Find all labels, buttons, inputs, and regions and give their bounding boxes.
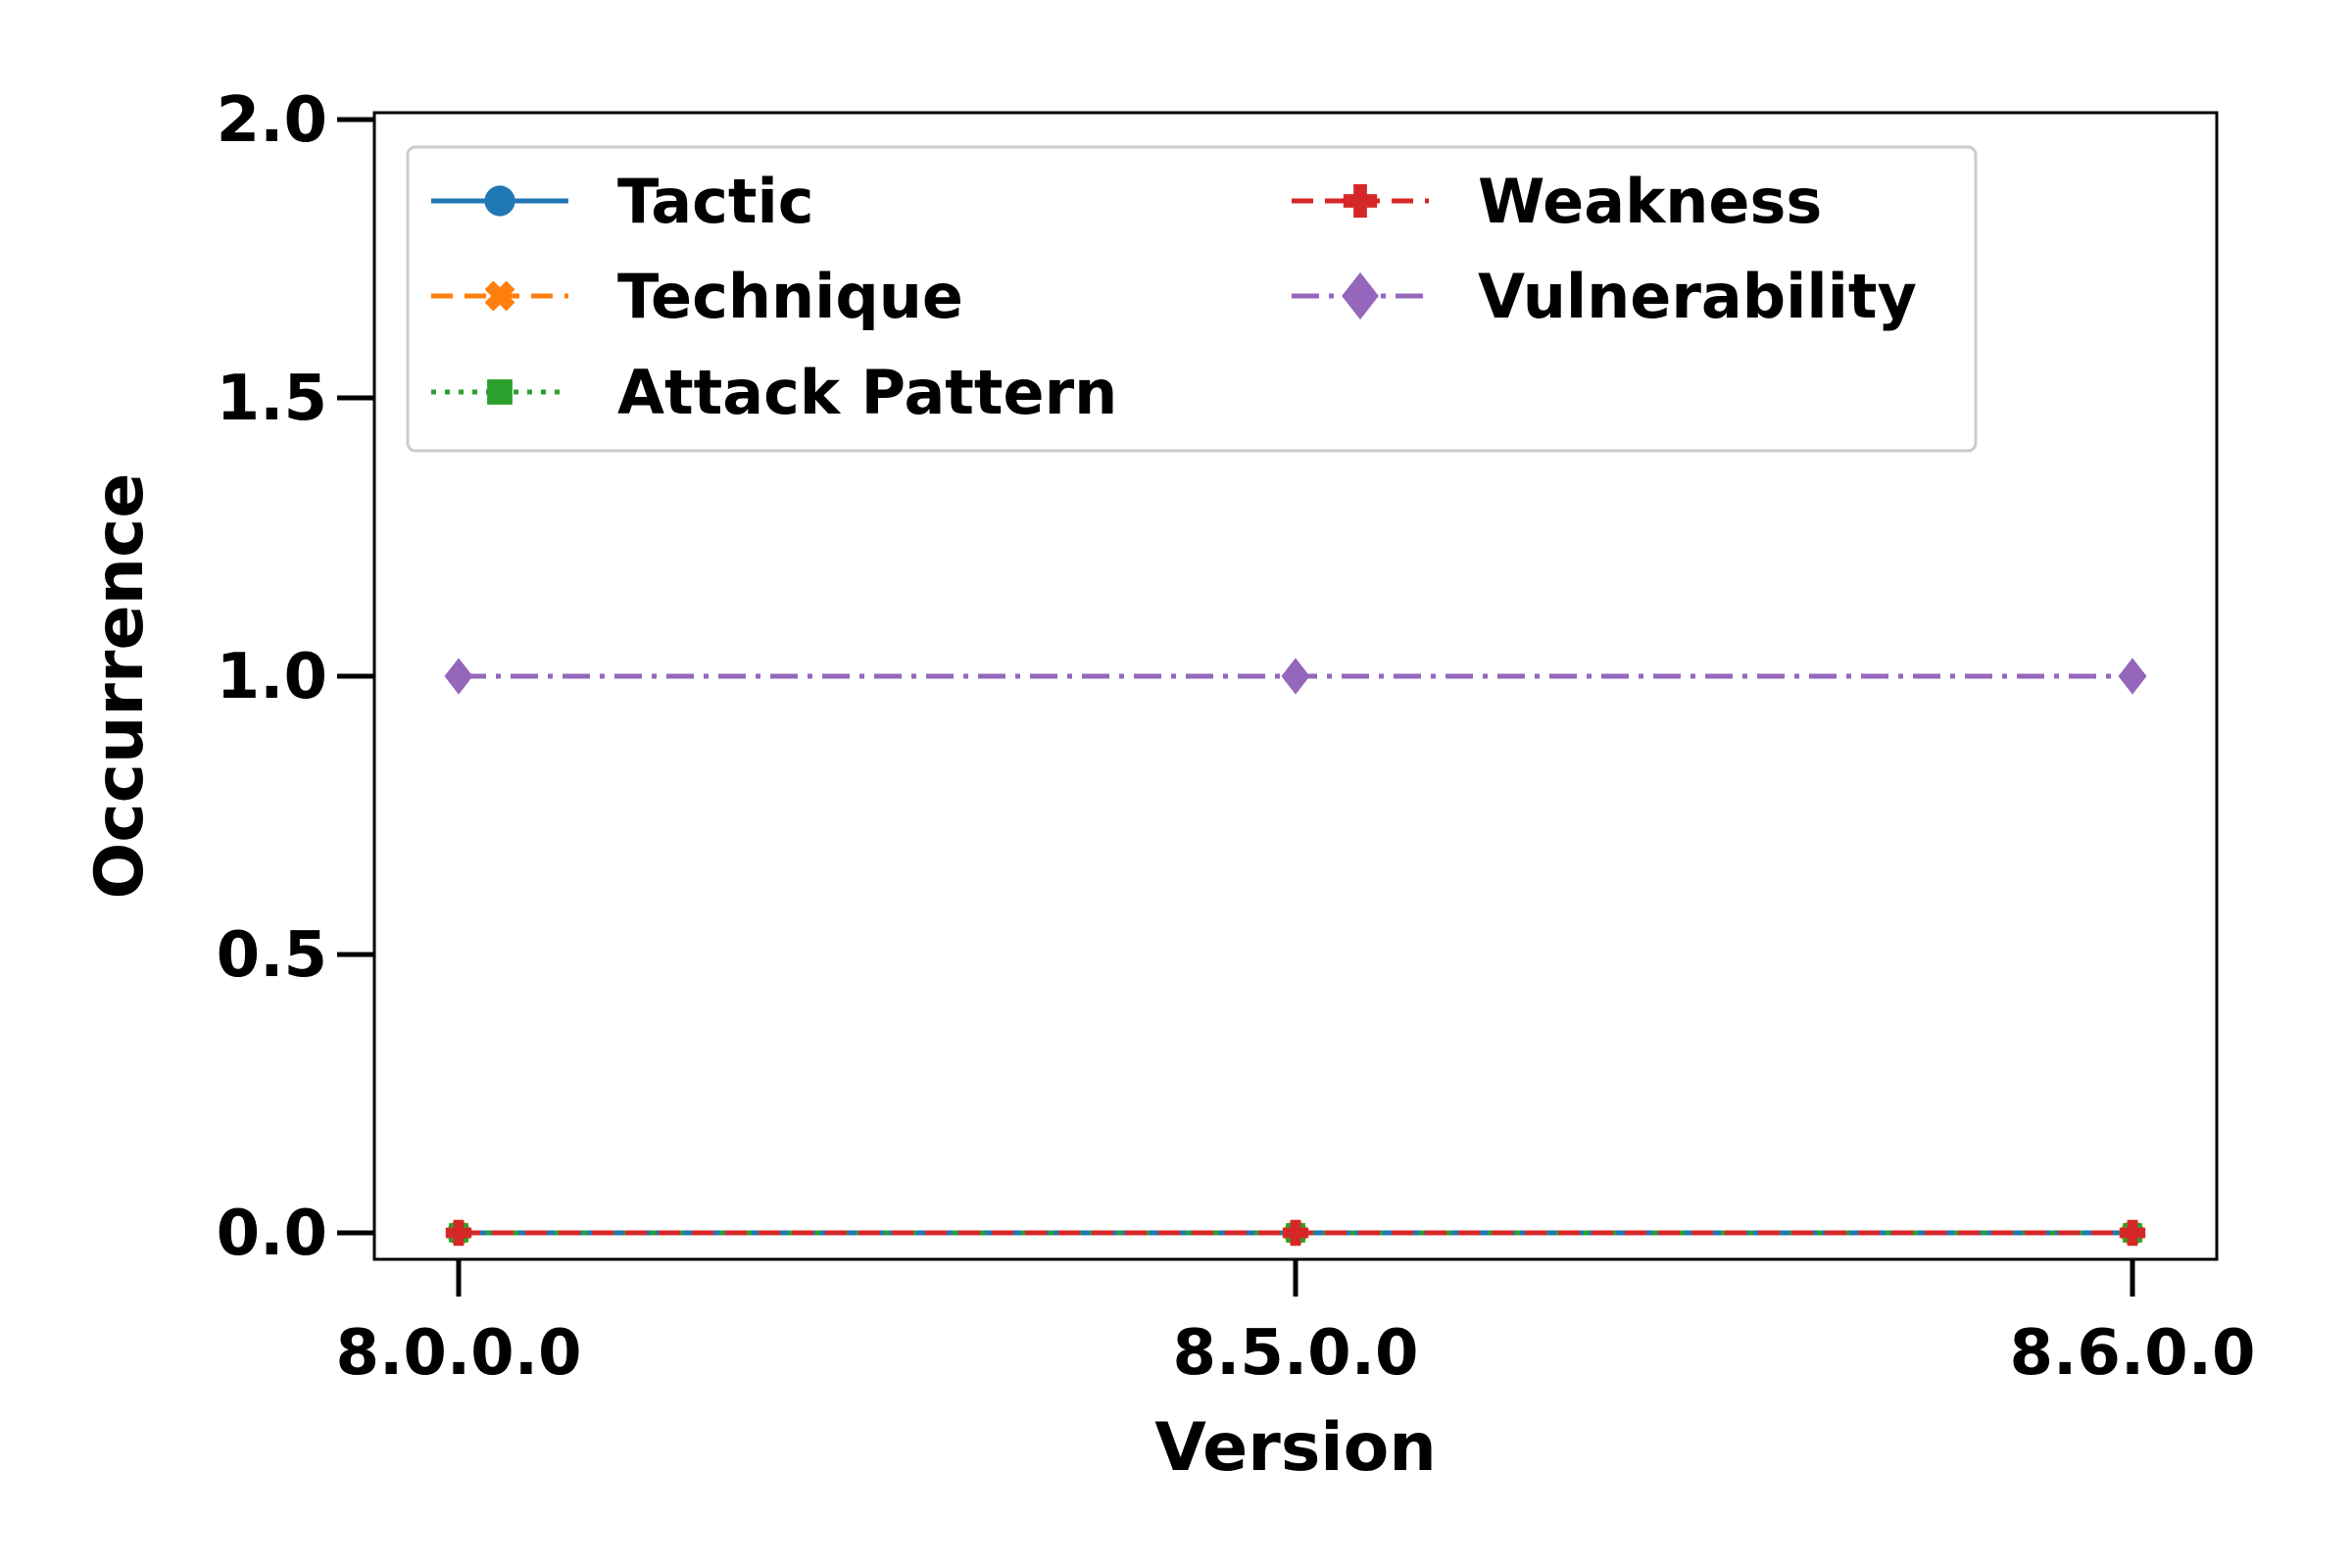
- y-tick-label: 1.0: [217, 641, 327, 713]
- x-tick-label: 8.5.0.0: [1172, 1317, 1418, 1390]
- legend-label: Attack Pattern: [617, 357, 1117, 428]
- legend-item: Vulnerability: [1292, 261, 1917, 332]
- diamond-marker: [1281, 658, 1310, 695]
- legend-item: Tactic: [431, 166, 814, 237]
- x-marker: [484, 280, 515, 312]
- circle-marker: [484, 185, 515, 217]
- series-layer: [444, 658, 2147, 1247]
- square-marker: [487, 379, 513, 405]
- legend-item: Weakness: [1292, 166, 1822, 237]
- y-tick-label: 2.0: [217, 84, 327, 157]
- legend-label: Tactic: [617, 166, 814, 237]
- legend: Tactic Technique Attack Pattern Weakness Vul…: [406, 145, 1978, 453]
- y-tick-label: 1.5: [217, 363, 327, 435]
- y-tick-label: 0.5: [217, 919, 327, 992]
- plus-marker: [1343, 183, 1378, 219]
- x-axis: 8.0.0.0 8.5.0.0 8.6.0.0: [335, 1259, 2256, 1390]
- legend-item: Attack Pattern: [431, 357, 1117, 428]
- plus-marker: [445, 1219, 472, 1247]
- y-axis: 0.0 0.5 1.0 1.5 2.0: [217, 84, 374, 1270]
- legend-label: Weakness: [1478, 166, 1822, 237]
- y-axis-label: Occurrence: [81, 473, 159, 900]
- diamond-marker: [1342, 271, 1379, 320]
- plus-marker: [2119, 1219, 2146, 1247]
- x-tick-label: 8.0.0.0: [335, 1317, 581, 1390]
- x-axis-label: Version: [1154, 1409, 1436, 1487]
- legend-item: Technique: [431, 261, 963, 332]
- legend-label: Technique: [617, 261, 963, 332]
- x-tick-label: 8.6.0.0: [2009, 1317, 2255, 1390]
- diamond-marker: [444, 658, 473, 695]
- series-vulnerability: [444, 658, 2147, 695]
- legend-label: Vulnerability: [1478, 261, 1917, 332]
- x-marker: [484, 280, 515, 312]
- plus-marker: [1282, 1219, 1309, 1247]
- series-weakness: [445, 1219, 2146, 1247]
- legend-frame: [406, 145, 1978, 453]
- y-tick-label: 0.0: [217, 1198, 327, 1270]
- diamond-marker: [2118, 658, 2147, 695]
